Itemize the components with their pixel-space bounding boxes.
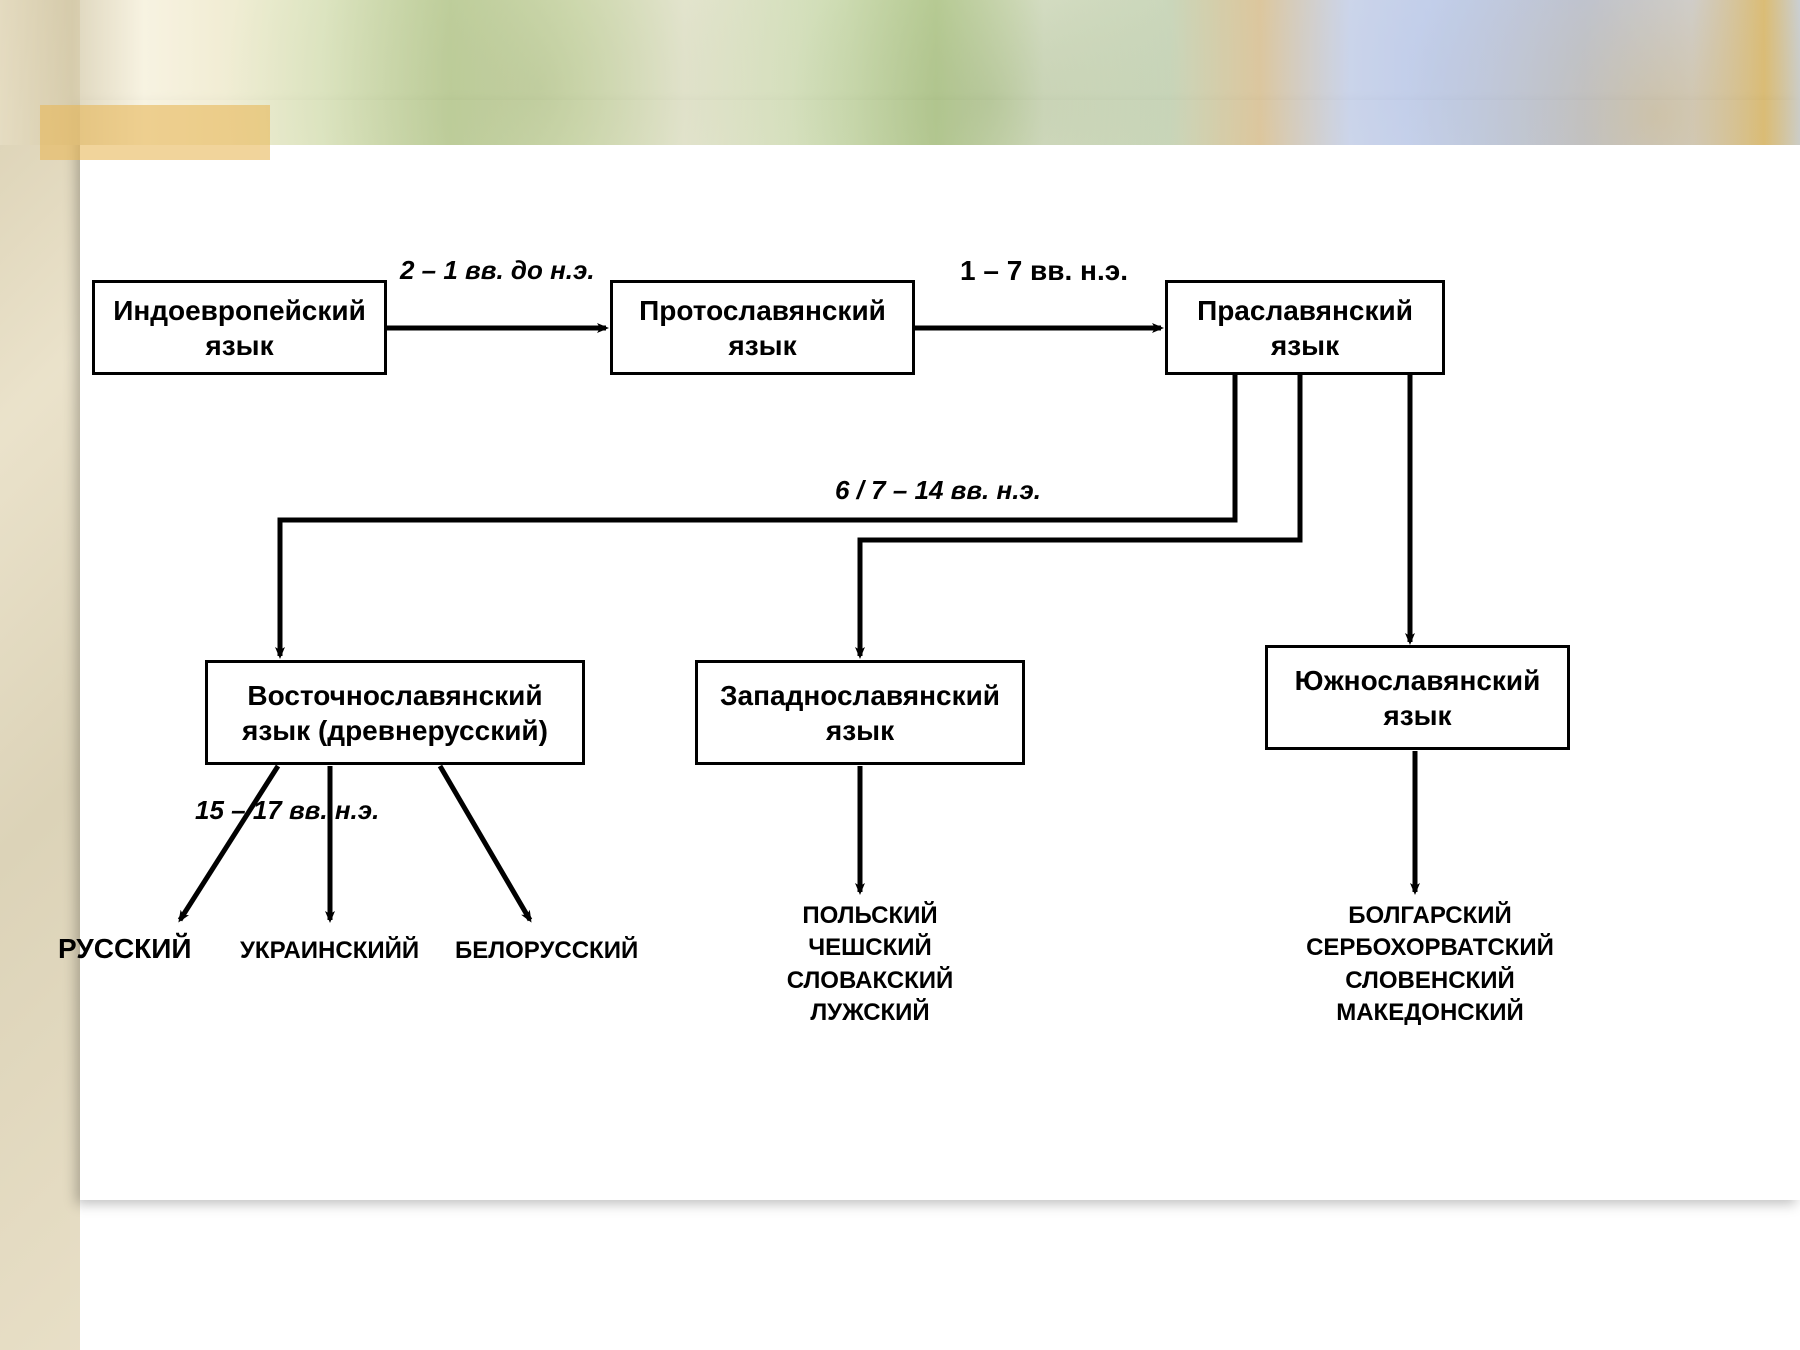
node-indoeuropean: Индоевропейскийязык (92, 280, 387, 375)
leaf-south-langs: БОЛГАРСКИЙСЕРБОХОРВАТСКИЙСЛОВЕНСКИЙМАКЕД… (1280, 900, 1580, 1030)
node-label: Западнославянскийязык (720, 678, 1000, 748)
leaf-west-langs: ПОЛЬСКИЙЧЕШСКИЙСЛОВАКСКИЙЛУЖСКИЙ (760, 900, 980, 1030)
leaf-russian: РУССКИЙ (58, 930, 192, 968)
node-praslavic: Праславянскийязык (1165, 280, 1445, 375)
language-tree-diagram: Индоевропейскийязык Протославянскийязык … (0, 0, 1800, 1350)
edge-label-1-7: 1 – 7 вв. н.э. (960, 255, 1128, 287)
node-label: Индоевропейскийязык (113, 293, 366, 363)
leaf-belarusian: БЕЛОРУССКИЙ (455, 935, 638, 967)
node-east-slavic: Восточнославянскийязык (древнерусский) (205, 660, 585, 765)
node-label: Праславянскийязык (1197, 293, 1413, 363)
node-west-slavic: Западнославянскийязык (695, 660, 1025, 765)
edge-label-6-14: 6 / 7 – 14 вв. н.э. (835, 475, 1041, 506)
node-label: Восточнославянскийязык (древнерусский) (242, 678, 548, 748)
leaf-ukrainian: УКРАИНСКИЙЙ (240, 935, 419, 967)
node-label: Протославянскийязык (639, 293, 886, 363)
node-south-slavic: Южнославянскийязык (1265, 645, 1570, 750)
edge-label-bc: 2 – 1 вв. до н.э. (400, 255, 595, 286)
node-protoslavic: Протославянскийязык (610, 280, 915, 375)
node-label: Южнославянскийязык (1295, 663, 1541, 733)
edge-label-15-17: 15 – 17 вв. н.э. (195, 795, 379, 826)
